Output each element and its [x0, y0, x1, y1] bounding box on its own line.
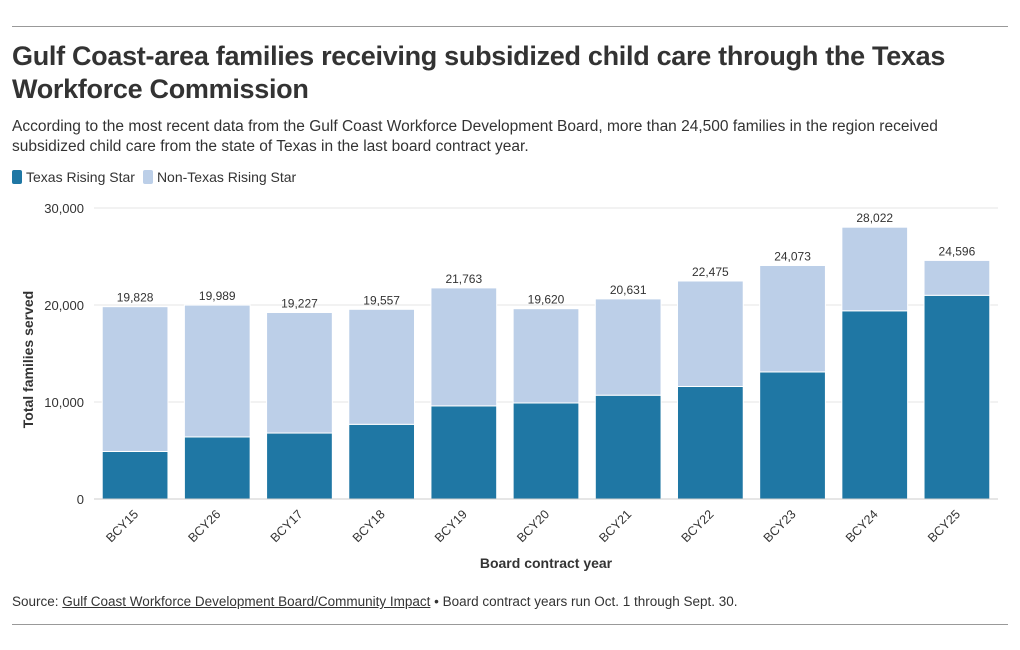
bar-texas-rising-star — [348, 423, 416, 500]
bar-non-texas-rising-star — [841, 226, 909, 312]
bar-non-texas-rising-star — [348, 308, 416, 425]
y-tick-label: 10,000 — [44, 395, 84, 410]
legend-item-non-texas-rising-star[interactable]: Non-Texas Rising Star — [142, 169, 297, 185]
legend-label-non-texas-rising-star: Non-Texas Rising Star — [156, 169, 297, 185]
legend-swatch-non-texas-rising-star — [142, 170, 153, 184]
bar-total-label: 19,227 — [281, 296, 318, 310]
legend-label-texas-rising-star: Texas Rising Star — [26, 169, 135, 185]
bar-total-label: 21,763 — [445, 272, 482, 286]
source-prefix: Source: — [12, 594, 63, 609]
legend-swatch-texas-rising-star — [12, 170, 22, 184]
y-tick-label: 30,000 — [44, 201, 84, 216]
bar-texas-rising-star — [594, 394, 662, 500]
bar-non-texas-rising-star — [759, 264, 826, 373]
bar-total-label: 19,989 — [199, 289, 236, 303]
bar-non-texas-rising-star — [101, 306, 169, 452]
bar-total-label: 19,620 — [528, 293, 565, 307]
x-tick-label: BCY21 — [596, 507, 634, 545]
stacked-bar-chart: 0 10,000 20,000 30,000 19,828 BCY15 19,989 BCY2… — [20, 201, 998, 571]
bar-texas-rising-star — [266, 432, 333, 500]
x-tick-label: BCY15 — [103, 507, 141, 545]
top-divider — [12, 26, 1008, 27]
x-tick-label: BCY17 — [268, 507, 306, 545]
x-tick-label: BCY19 — [432, 507, 470, 545]
x-axis-title: Board contract year — [480, 555, 613, 571]
bar-texas-rising-star — [101, 450, 169, 500]
bar-non-texas-rising-star — [183, 304, 251, 438]
bar-texas-rising-star — [512, 402, 580, 500]
x-tick-label: BCY23 — [761, 507, 799, 545]
bar-non-texas-rising-star — [676, 280, 744, 387]
y-tick-label: 0 — [77, 492, 84, 507]
bar-texas-rising-star — [759, 371, 826, 500]
source-suffix: • Board contract years run Oct. 1 throug… — [430, 594, 738, 609]
bar-total-label: 19,557 — [363, 293, 400, 307]
chart-title: Gulf Coast-area families receiving subsi… — [12, 41, 946, 104]
bar-texas-rising-star — [841, 310, 909, 500]
legend-item-texas-rising-star[interactable]: Texas Rising Star — [12, 169, 135, 185]
bar-non-texas-rising-star — [512, 308, 580, 404]
bar-total-label: 24,073 — [774, 249, 811, 263]
chart-subtitle: According to the most recent data from t… — [12, 118, 938, 155]
source-note: Source: Gulf Coast Workforce Development… — [12, 594, 738, 609]
bar-texas-rising-star — [676, 385, 744, 500]
bottom-divider — [12, 624, 1008, 625]
bar-total-label: 22,475 — [692, 265, 729, 279]
x-tick-label: BCY20 — [514, 507, 552, 545]
bar-non-texas-rising-star — [923, 259, 991, 296]
y-axis-title: Total families served — [20, 291, 36, 428]
y-tick-label: 20,000 — [44, 298, 84, 313]
bar-total-label: 24,596 — [939, 244, 976, 258]
x-tick-label: BCY22 — [679, 507, 717, 545]
bar-total-label: 28,022 — [856, 211, 893, 225]
bar-texas-rising-star — [183, 436, 251, 500]
bar-non-texas-rising-star — [594, 298, 662, 396]
bar-texas-rising-star — [430, 405, 498, 500]
bar-non-texas-rising-star — [430, 287, 498, 407]
bar-total-label: 19,828 — [117, 291, 154, 305]
source-link[interactable]: Gulf Coast Workforce Development Board/C… — [62, 594, 431, 609]
bar-texas-rising-star — [923, 294, 991, 500]
x-tick-label: BCY25 — [925, 507, 963, 545]
bar-total-label: 20,631 — [610, 283, 647, 297]
chart-legend: Texas Rising Star Non-Texas Rising Star — [12, 169, 304, 185]
x-tick-label: BCY18 — [350, 507, 388, 545]
x-tick-label: BCY24 — [843, 507, 881, 545]
bar-non-texas-rising-star — [266, 311, 333, 434]
x-tick-label: BCY26 — [185, 507, 223, 545]
